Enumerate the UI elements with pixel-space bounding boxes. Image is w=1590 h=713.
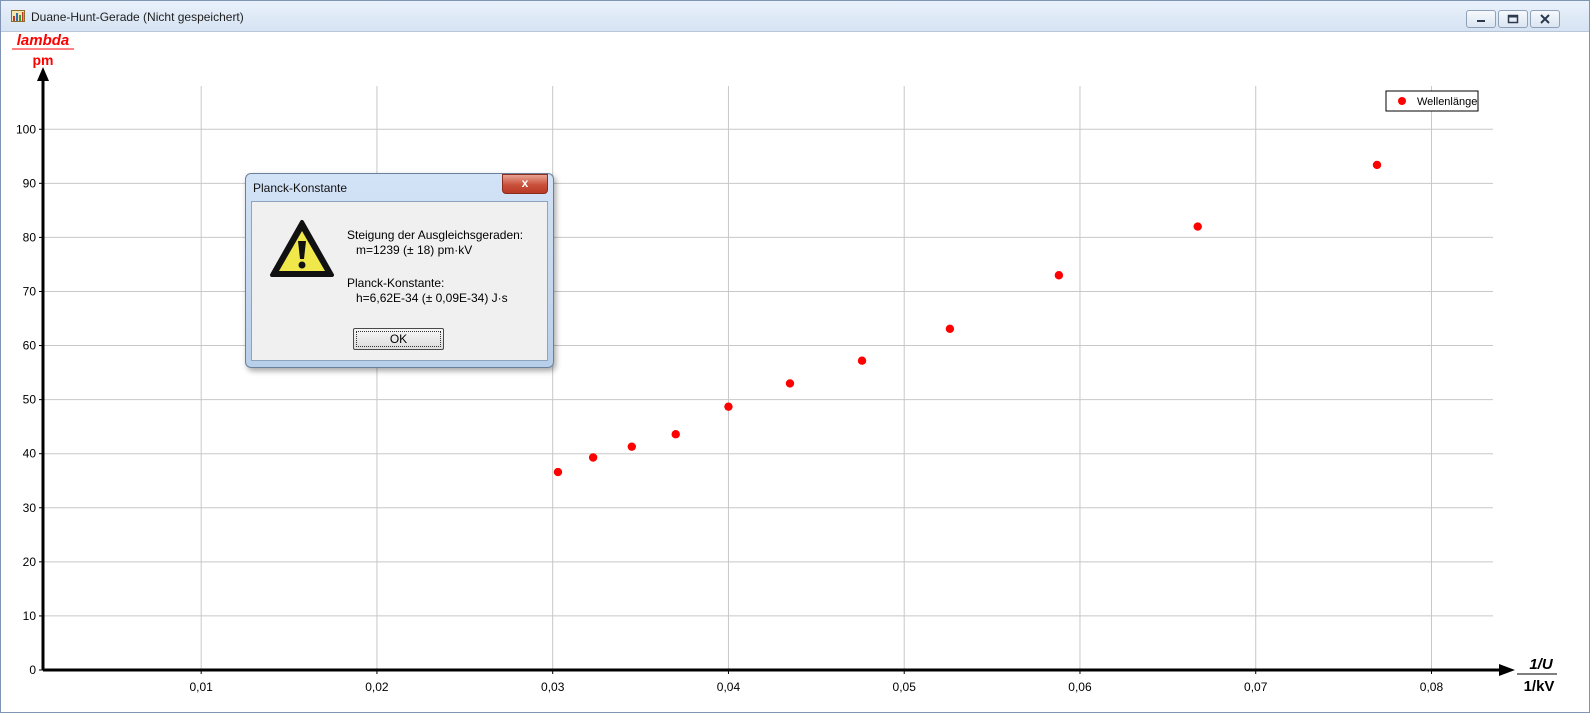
legend-box [1385,90,1479,112]
y-tick-label: 40 [23,447,37,461]
x-axis-arrow [1499,664,1515,676]
chart-ticks: 0 10 20 30 40 50 60 70 80 90 100 0,01 0,02 0,03 0,04 0,… [16,122,1444,694]
data-point [1193,222,1202,231]
data-point [945,324,955,333]
data-point [553,467,563,477]
x-tick-label: 0,05 [893,680,917,694]
y-tick-label: 0 [29,663,36,677]
legend-label: Wellenlänge [1417,96,1477,108]
y-tick-label: 50 [23,393,37,407]
dialog-line-planck-value: h=6,62E-34 (± 0,09E-34) J·s [356,291,508,305]
restore-button[interactable] [1498,10,1528,28]
planck-dialog: Planck-Konstante x Steigung der Ausgleic… [245,173,554,368]
x-tick-label: 0,02 [365,680,389,694]
data-point [785,379,795,388]
y-tick-label: 90 [23,176,37,190]
x-axis-title: 1/U [1529,656,1554,673]
dialog-line-slope-value: m=1239 (± 18) pm·kV [356,243,473,257]
y-axis-title: lambda [17,32,70,49]
x-tick-label: 0,08 [1420,680,1444,694]
x-tick-label: 0,04 [717,680,741,694]
y-tick-label: 100 [16,122,36,136]
close-icon [1540,14,1550,24]
y-tick-label: 60 [23,339,37,353]
x-axis-unit: 1/kV [1524,678,1555,695]
y-axis-arrow [37,67,49,81]
data-point [1054,271,1064,280]
dialog-line-slope-label: Steigung der Ausgleichsgeraden: [347,228,524,242]
minimize-icon [1477,20,1485,22]
title-bar[interactable]: Duane-Hunt-Gerade (Nicht gespeichert) [1,1,1589,32]
dialog-line-planck-label: Planck-Konstante: [347,276,445,290]
x-tick-label: 0,07 [1244,680,1268,694]
chart-app-icon [11,10,25,22]
y-tick-label: 10 [23,609,37,623]
y-tick-label: 20 [23,555,37,569]
window-title: Duane-Hunt-Gerade (Nicht gespeichert) [31,10,244,24]
chart-legend: Wellenlänge [1385,90,1479,112]
x-tick-label: 0,06 [1068,680,1092,694]
warning-icon [270,220,334,277]
dialog-close-button[interactable]: x [502,174,548,194]
close-button[interactable] [1530,10,1560,28]
chart-axes [37,67,1515,676]
data-point [724,402,733,411]
dialog-close-icon: x [521,176,529,190]
y-tick-label: 30 [23,501,37,515]
data-point [671,430,680,439]
y-tick-label: 80 [23,230,37,244]
data-point [627,442,636,451]
chart-points [553,160,1382,477]
ok-button[interactable]: OK [353,328,444,350]
data-point [588,453,598,462]
y-axis-title-group: lambda pm [12,32,74,68]
dialog-title: Planck-Konstante [253,181,348,195]
y-axis-unit: pm [33,52,54,68]
dialog-body: Steigung der Ausgleichsgeraden: m=1239 (… [251,201,548,361]
restore-icon [1507,14,1519,24]
y-tick-label: 70 [23,284,37,298]
x-tick-label: 0,01 [190,680,214,694]
data-point [1372,160,1382,170]
data-point [857,356,867,365]
x-tick-label: 0,03 [541,680,565,694]
minimize-button[interactable] [1466,10,1496,28]
scatter-chart: 0 10 20 30 40 50 60 70 80 90 100 0,01 0,02 0,03 0,04 0,… [12,32,1557,695]
legend-marker [1398,97,1406,105]
x-axis-title-group: 1/U 1/kV [1517,656,1557,695]
